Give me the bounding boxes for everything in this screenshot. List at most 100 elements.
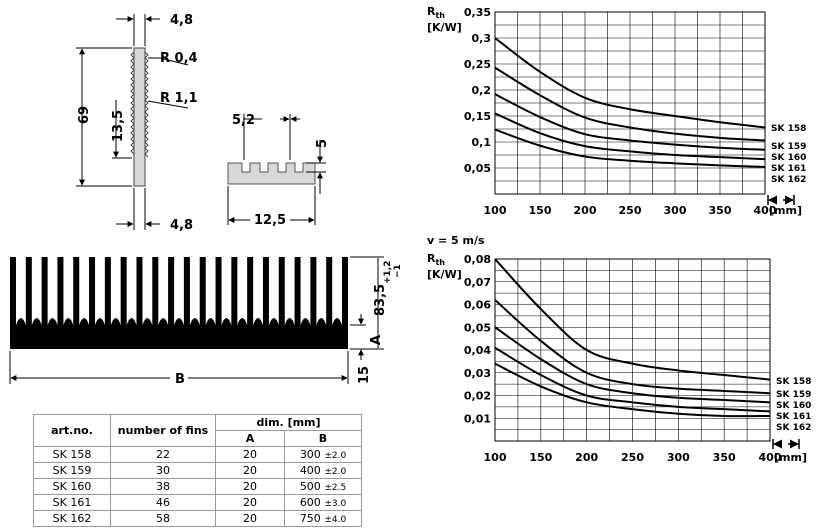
series-line-sk-159 [495,66,765,142]
heatsink-fin [168,257,175,325]
fin-root [126,318,137,325]
x-tick-label: 400 [759,451,782,464]
fin-root [237,318,248,325]
series-line-sk-162 [495,362,770,418]
x-tick-label: 300 [667,451,690,464]
fin-serration [130,51,149,158]
header-dim: dim. [mm] [215,414,362,431]
cell-b-tolerance: ±2.5 [324,483,347,493]
cell-b-tolerance: ±4.0 [324,515,347,525]
table-row: SK 159 30 20 400 ±2.0 [33,462,362,479]
cell-b: 300 ±2.0 [284,446,362,463]
fin-detail-drawing: 5,2 5 12,5 [227,113,330,228]
table-row: SK 160 38 20 500 ±2.5 [33,478,362,495]
fin-root [284,318,295,325]
spec-table: art.no. number of fins dim. [mm] A B SK … [33,414,362,527]
y-tick-label: 0,08 [464,253,491,266]
heatsink-base [10,325,348,349]
heatsink-fin [152,257,159,325]
chart-rth-natural: 100 150 200 250 300 350 400[mm] 0,05 0,1 0,15 0,2 0… [427,5,806,217]
table-row: SK 158 22 20 300 ±2.0 [33,446,362,463]
y-tick-label: 0,07 [464,276,491,289]
heatsink-fin [294,257,301,325]
cell-art: SK 161 [33,494,111,511]
x-unit-label: [mm] [774,451,807,464]
cell-a: 20 [215,462,285,479]
series-line-sk-159 [495,299,770,395]
depth-label: 5 [315,139,330,148]
heatsink-fin [310,257,317,325]
heatsink-fin [199,257,206,325]
y-tick-label: 0,04 [464,344,491,357]
series-label: SK 158 [771,124,806,134]
series-label: SK 161 [776,412,811,422]
heatsink-fin [104,257,111,325]
y-tick-label: 0,3 [472,32,492,45]
x-unit-label: [mm] [769,204,802,217]
bottom-width-label: 4,8 [170,218,193,233]
cell-fins: 58 [110,510,216,527]
radius-small-label: R 0,4 [160,51,198,66]
fin-root [95,318,105,325]
cell-b-tolerance: ±2.0 [324,451,347,461]
y-tick-label: 0,06 [464,299,491,312]
x-tick-label: 100 [484,451,507,464]
heatsink-fin [231,257,238,325]
series-label: SK 158 [776,377,811,387]
heatsink-fins [10,257,348,325]
heatsink-fin [120,257,127,325]
fin-root [63,318,74,325]
fin-root [253,318,263,325]
table-row: SK 162 58 20 750 ±4.0 [33,510,362,527]
fin-root [221,318,232,325]
heatsink-fin [326,257,333,325]
y-tick-label: 0,05 [464,321,491,334]
series-label: SK 162 [776,423,811,433]
y-tick-label: 0,35 [464,6,491,19]
series-label: SK 159 [771,142,806,152]
series-label: SK 162 [771,175,806,185]
cell-a: 20 [215,494,285,511]
header-b: B [284,430,362,447]
fin-profile-drawing: 4,8 4,8 69 13,5 R 0,4 R 1,1 [76,13,198,233]
fin-root [205,318,216,325]
series-label: SK 161 [771,164,806,174]
x-tick-label: 300 [664,204,687,217]
cell-b-value: 750 [299,512,321,525]
cell-art: SK 159 [33,462,111,479]
x-tick-label: 200 [575,451,598,464]
pitch-label: 5,2 [232,113,255,128]
header-a: A [215,430,285,447]
base-height-label: 15 [357,366,372,384]
cell-b-value: 300 [299,448,321,461]
heatsink-fin [73,257,80,325]
cell-b-tolerance: ±3.0 [324,499,347,509]
cell-b: 400 ±2.0 [284,462,362,479]
fin-root [268,318,279,325]
fin-root [110,318,121,325]
cell-art: SK 162 [33,510,111,527]
cell-fins: 46 [110,494,216,511]
cell-a: 20 [215,446,285,463]
heatsink-fin [41,257,48,325]
series-line-sk-158 [495,37,765,129]
fin-root [79,318,90,325]
cell-b-value: 600 [299,496,321,509]
fin-length-label: 13,5 [111,110,126,142]
series-line-sk-160 [495,93,765,151]
y-axis-label: Rth [K/W] [427,5,462,34]
x-tick-label: 200 [574,204,597,217]
fin-root [174,318,184,325]
heatsink-fin [10,257,16,325]
heatsink-fin [25,257,32,325]
heatsink-fin [278,257,285,325]
fin-root [16,318,26,325]
base-label-a: A [369,335,384,345]
tolerance-minus: −1 [393,264,403,278]
x-tick-label: 100 [484,204,507,217]
cell-art: SK 160 [33,478,111,495]
x-tick-label: 350 [713,451,736,464]
height-label: 69 [77,106,92,124]
fin-root [316,318,327,325]
header-fins: number of fins [110,414,216,447]
